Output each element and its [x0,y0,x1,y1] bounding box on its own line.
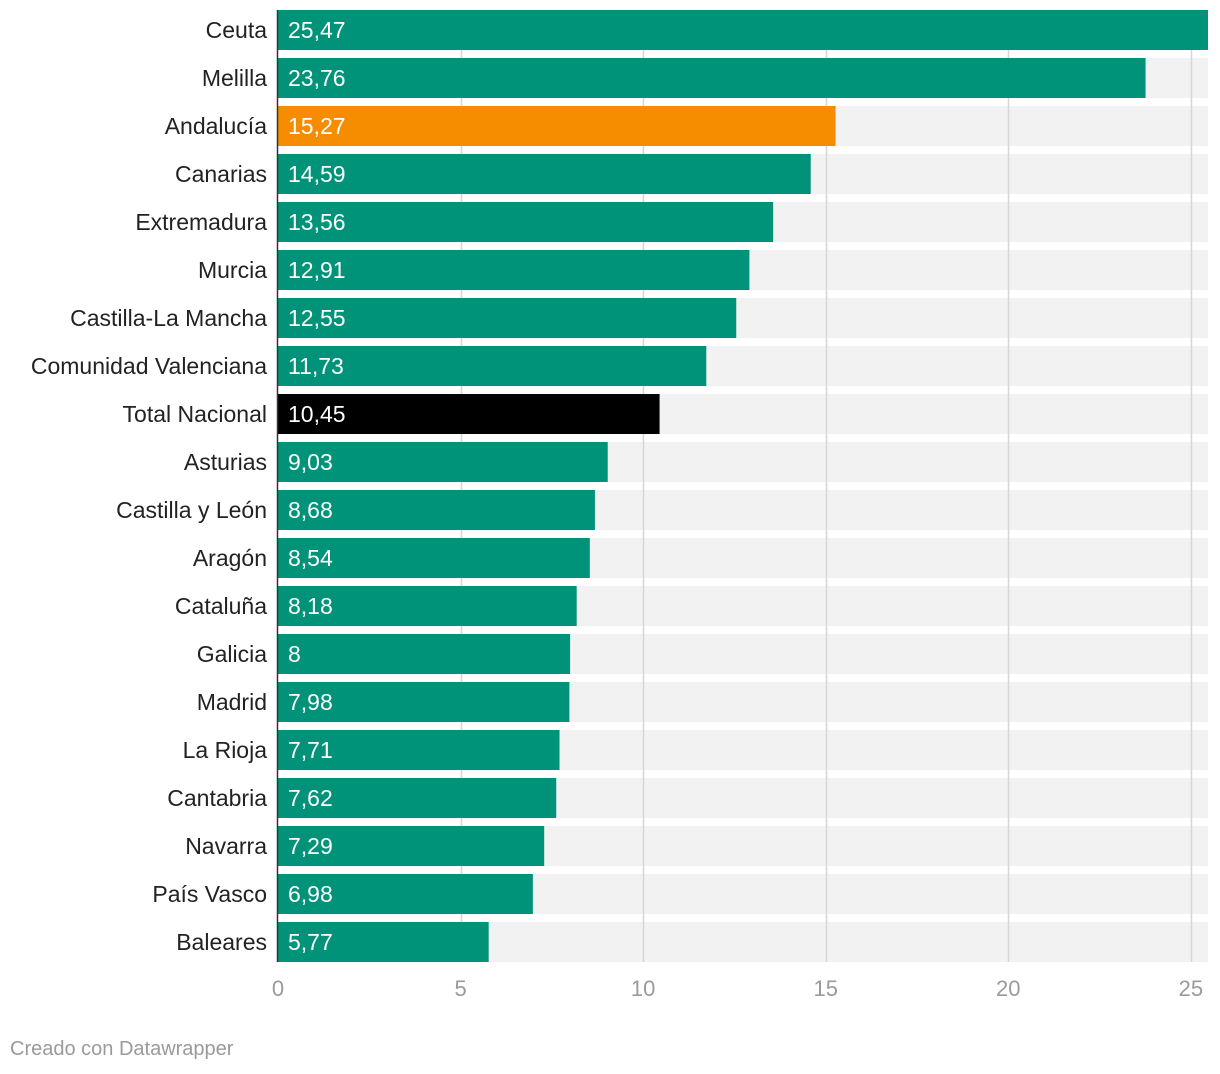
x-axis-ticks: 0 5 10 15 20 25 [272,976,1203,1001]
category-label-comunidad-valenciana: Comunidad Valenciana [31,353,267,379]
value-label-la-rioja: 7,71 [288,737,333,763]
bar-melilla [278,58,1146,98]
category-label-total-nacional: Total Nacional [123,401,267,427]
value-label-cataluna: 8,18 [288,593,333,619]
value-label-total-nacional: 10,45 [288,401,346,427]
bar-castilla-la-mancha [278,298,737,338]
value-labels: 25,47 23,76 15,27 14,59 13,56 12,91 12,55 11,73… [288,17,346,955]
credit-text: Creado con Datawrapper [10,1038,234,1060]
category-label-asturias: Asturias [184,449,267,475]
value-label-murcia: 12,91 [288,257,346,283]
value-label-asturias: 9,03 [288,449,333,475]
bar-cataluna [278,586,577,626]
x-tick-label-0: 0 [272,976,284,1001]
category-label-aragon: Aragón [193,545,267,571]
value-label-baleares: 5,77 [288,929,333,955]
bar-castilla-y-leon [278,490,595,530]
category-label-murcia: Murcia [198,257,267,283]
value-label-canarias: 14,59 [288,161,346,187]
category-label-cataluna: Cataluña [175,593,267,619]
x-tick-label-15: 15 [813,976,837,1001]
category-label-la-rioja: La Rioja [183,737,268,763]
category-label-castilla-la-mancha: Castilla-La Mancha [70,305,267,331]
value-label-andalucia: 15,27 [288,113,346,139]
bar-asturias [278,442,608,482]
value-label-castilla-la-mancha: 12,55 [288,305,346,331]
category-label-castilla-y-leon: Castilla y León [116,497,267,523]
bar-canarias [278,154,811,194]
bar-cantabria [278,778,557,818]
category-label-ceuta: Ceuta [206,17,268,43]
bar-comunidad-valenciana [278,346,707,386]
category-label-extremadura: Extremadura [135,209,267,235]
x-tick-label-10: 10 [631,976,655,1001]
bar-aragon [278,538,590,578]
category-label-canarias: Canarias [175,161,267,187]
category-label-melilla: Melilla [202,65,267,91]
value-label-madrid: 7,98 [288,689,333,715]
value-label-comunidad-valenciana: 11,73 [288,353,344,379]
bar-tracks [278,10,1208,962]
bar-extremadura [278,202,774,242]
category-label-galicia: Galicia [197,641,268,667]
bars [278,10,1208,962]
bar-total-nacional [278,394,660,434]
bar-andalucia [278,106,836,146]
bar-madrid [278,682,570,722]
value-label-cantabria: 7,62 [288,785,333,811]
value-label-melilla: 23,76 [288,65,346,91]
category-label-navarra: Navarra [185,833,267,859]
x-tick-label-5: 5 [454,976,466,1001]
value-label-pais-vasco: 6,98 [288,881,333,907]
category-label-pais-vasco: País Vasco [152,881,267,907]
category-label-andalucia: Andalucía [165,113,268,139]
value-label-castilla-y-leon: 8,68 [288,497,333,523]
bar-navarra [278,826,545,866]
category-label-cantabria: Cantabria [167,785,267,811]
bar-la-rioja [278,730,560,770]
category-label-baleares: Baleares [176,929,267,955]
bar-murcia [278,250,750,290]
category-labels: Ceuta Melilla Andalucía Canarias Extremadura… [31,17,267,955]
category-label-madrid: Madrid [197,689,267,715]
bar-pais-vasco [278,874,533,914]
value-label-navarra: 7,29 [288,833,333,859]
bar-baleares [278,922,489,962]
value-label-aragon: 8,54 [288,545,333,571]
value-label-galicia: 8 [288,641,301,667]
value-label-extremadura: 13,56 [288,209,346,235]
bar-galicia [278,634,571,674]
x-tick-label-25: 25 [1179,976,1203,1001]
value-label-ceuta: 25,47 [288,17,346,43]
x-tick-label-20: 20 [996,976,1020,1001]
grid-lines [460,10,1193,962]
bar-ceuta [278,10,1208,50]
